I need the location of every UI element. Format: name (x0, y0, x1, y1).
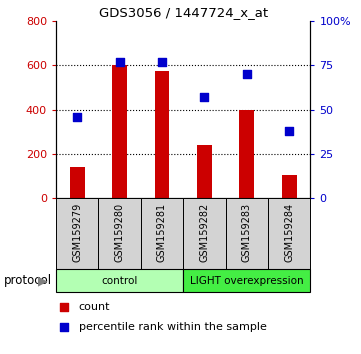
Text: GSM159283: GSM159283 (242, 202, 252, 262)
Bar (183, 269, 310, 292)
Text: GSM159281: GSM159281 (157, 202, 167, 262)
Bar (56, 198, 98, 269)
Bar (141, 198, 183, 269)
Text: GSM159282: GSM159282 (199, 202, 209, 262)
Point (244, 72, 250, 77)
Text: GSM159284: GSM159284 (284, 202, 294, 262)
Bar (70, 167, 84, 198)
Point (286, 128, 292, 134)
Bar (268, 198, 310, 269)
Point (159, 59, 165, 65)
Text: GSM159280: GSM159280 (114, 202, 125, 262)
Text: control: control (101, 275, 138, 286)
Bar (197, 145, 212, 198)
Text: LIGHT overexpression: LIGHT overexpression (190, 275, 304, 286)
Point (74, 114, 80, 120)
Bar (98, 198, 141, 269)
Text: percentile rank within the sample: percentile rank within the sample (79, 322, 267, 332)
Text: ▶: ▶ (38, 274, 48, 287)
Text: count: count (79, 302, 110, 312)
Bar (155, 71, 169, 198)
Point (117, 59, 122, 65)
Bar (183, 198, 226, 269)
Bar (56, 269, 183, 292)
Point (61, 304, 66, 309)
Point (201, 95, 207, 100)
Title: GDS3056 / 1447724_x_at: GDS3056 / 1447724_x_at (99, 6, 268, 19)
Bar (239, 110, 254, 198)
Bar (226, 198, 268, 269)
Point (61, 324, 66, 330)
Bar (282, 175, 297, 198)
Bar (112, 65, 127, 198)
Text: GSM159279: GSM159279 (72, 202, 82, 262)
Text: protocol: protocol (4, 274, 52, 287)
